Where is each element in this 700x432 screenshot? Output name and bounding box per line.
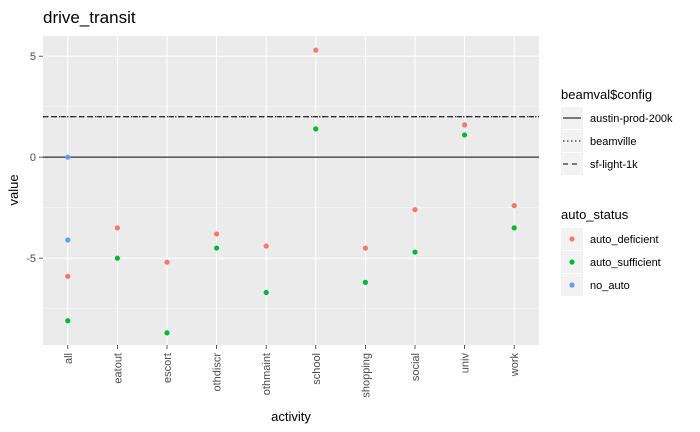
chart-title: drive_transit [43,8,136,27]
data-point [65,318,71,324]
x-tick-label: social [410,353,422,381]
data-point [263,243,269,249]
legend-point-swatch [569,236,575,242]
data-point [65,154,71,160]
data-point [65,273,71,279]
x-tick-label: work [509,353,521,378]
x-tick-label: all [63,353,75,364]
y-axis-title: value [6,174,21,205]
x-axis-ticks: all eatout escort othdiscr othmaint school sho… [63,345,521,398]
y-axis-ticks: -5 0 5 [26,51,43,265]
legend-label: austin-prod-200k [590,113,673,125]
legend-linetype-title: beamval$config [561,87,652,102]
minor-gridlines [43,106,539,309]
x-tick-label: escort [162,353,174,383]
legend-color-title: auto_status [561,207,629,222]
data-point [362,279,368,285]
y-tick-label: -5 [26,253,36,265]
legend-color: auto_status auto_deficient auto_sufficien… [561,207,661,296]
data-point [164,330,170,336]
legend-point-swatch [569,282,575,288]
legend-label: no_auto [590,280,630,292]
legend-label: sf-light-1k [590,159,638,171]
x-tick-label: eatout [112,353,124,384]
data-point [263,289,269,296]
x-tick-label: school [311,353,323,385]
data-point [511,225,517,231]
data-point [65,237,71,243]
legend-label: auto_deficient [590,234,659,246]
data-point [214,231,220,237]
data-point [462,132,468,138]
y-tick-label: 5 [30,51,36,63]
legend-label: beamville [590,136,636,148]
data-point [313,47,319,53]
y-tick-label: 0 [30,152,36,164]
plot-panel [43,36,539,345]
data-point [214,245,220,251]
data-point [362,245,368,251]
data-point [511,203,517,209]
x-tick-label: univ [460,353,472,374]
legend-point-swatch [569,259,575,265]
reference-lines [43,116,539,158]
data-point [462,122,468,128]
legend-linetype: beamval$config austin-prod-200k beamville… [561,87,673,175]
legend-label: auto_sufficient [590,257,661,269]
x-tick-label: shopping [360,353,372,398]
data-point [164,259,170,265]
x-axis-title: activity [271,409,311,424]
data-point [412,249,418,255]
x-tick-label: othdiscr [212,353,224,392]
data-point [114,255,120,261]
data-point [114,225,120,231]
data-point [412,207,418,213]
data-points [65,47,517,336]
data-point [313,126,319,132]
x-tick-label: othmaint [261,353,273,395]
